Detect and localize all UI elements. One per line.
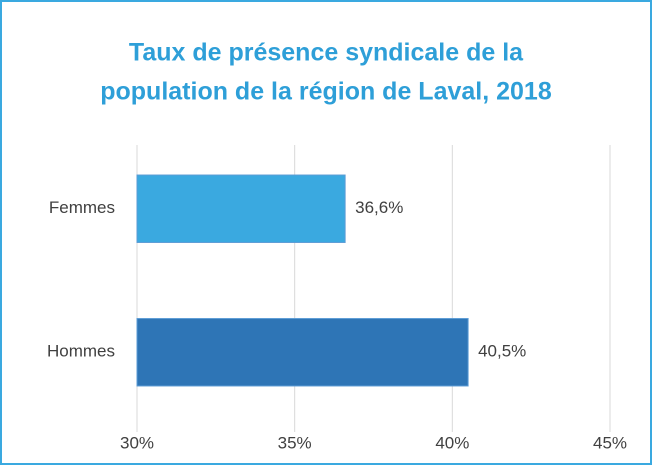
x-tick-label: 45% — [593, 433, 627, 452]
data-label: 36,6% — [355, 198, 403, 217]
bar — [136, 174, 346, 243]
chart-title: Taux de présence syndicale de la — [129, 39, 524, 67]
bar — [136, 318, 469, 387]
data-label: 40,5% — [478, 342, 526, 361]
chart-title: population de la région de Laval, 2018 — [100, 78, 552, 106]
x-tick-label: 35% — [278, 433, 312, 452]
y-tick-label: Hommes — [47, 342, 115, 361]
x-tick-label: 40% — [435, 433, 469, 452]
x-tick-label: 30% — [120, 433, 154, 452]
y-tick-label: Femmes — [49, 198, 115, 217]
